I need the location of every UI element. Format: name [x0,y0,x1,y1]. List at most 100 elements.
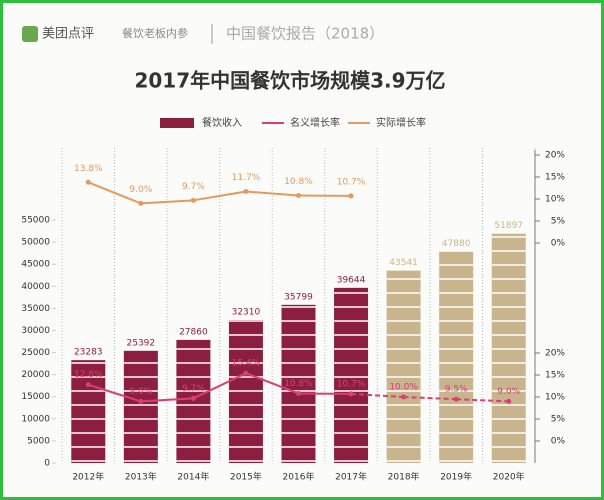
y2-tick-label: 0% [551,437,566,447]
bar-value-label: 51897 [494,221,523,231]
point [85,382,91,388]
point [243,189,249,195]
brand: 美团点评 [42,27,94,42]
bar-stripes [491,233,526,463]
point-label: 10.8% [284,177,313,187]
legend-label: 餐饮收入 [202,116,242,129]
y2-tick-label: 5% [551,415,566,425]
y-tick-label: 35000 [21,304,50,314]
line-segment [456,398,509,403]
point-label: 9.0% [129,185,152,195]
line-segment [140,199,194,205]
x-tick-label: 2019年 [440,471,472,483]
point [348,193,354,199]
point-label: 9.0% [497,387,520,397]
y2-tick-label: 10% [545,393,565,403]
x-tick-label: 2013年 [125,471,157,483]
y-tick-label: 20000 [21,370,50,380]
point [190,197,196,203]
point-label: 9.5% [445,385,468,395]
line-segment [350,392,404,398]
bar-stripes [71,360,106,463]
point-label: 10.8% [284,379,313,389]
y2-tick-label: 15% [545,173,565,183]
line-segment [193,190,247,202]
point [401,394,407,400]
bar-value-label: 27860 [179,327,208,337]
bar-stripes [281,304,316,463]
point-label: 15.4% [232,359,261,369]
point [506,398,512,404]
line-segment [403,396,457,401]
x-tick-label: 2016年 [283,471,315,483]
x-tick-label: 2012年 [72,471,104,483]
bar-value-label: 32310 [232,308,261,318]
x-tick-label: 2014年 [177,471,209,483]
y-tick-label: 30000 [21,326,50,336]
partner: 餐饮老板内参 [122,26,188,40]
line-segment [245,372,299,395]
point [243,370,249,376]
point [296,390,301,396]
x-tick-label: 2017年 [335,471,367,483]
chart-title: 2017年中国餐饮市场规模3.9万亿 [134,69,445,93]
line-segment [87,181,142,205]
y-tick-label: 45000 [21,260,50,270]
line-segment [140,397,194,403]
point [190,395,196,401]
y2-tick-label: 15% [545,371,565,381]
legend-label: 名义增长率 [290,116,340,129]
point [138,200,144,206]
point-label: 13.8% [74,164,103,174]
y-tick-label: 40000 [21,282,50,292]
bar-stripes [334,287,369,463]
y2-tick-label: 0% [551,239,566,249]
x-tick-label: 2020年 [493,471,525,483]
y-tick-label: 0 [44,459,50,469]
y-tick-label: 10000 [21,414,50,424]
bar-stripes [439,251,474,463]
bar-value-label: 23283 [74,348,103,358]
y-tick-label: 25000 [21,348,50,358]
point-label: 10.7% [337,379,366,389]
y-tick-label: 50000 [21,238,50,248]
bar-stripes [386,270,421,463]
point-label: 9.7% [182,384,205,394]
logo [22,26,38,42]
bar-value-label: 47880 [442,239,471,249]
y-tick-label: 5000 [27,436,50,446]
legend-label: 实际增长率 [376,116,426,129]
point-label: 10.7% [337,177,366,187]
y2-tick-label: 20% [545,349,565,359]
y2-tick-label: 20% [545,151,565,161]
y2-tick-label: 5% [551,217,566,227]
point-label: 11.7% [232,173,261,183]
point-label: 12.8% [74,370,103,380]
point-label: 9.0% [129,387,152,397]
line-segment [245,190,299,197]
line-segment [192,372,247,400]
legend-swatch [160,118,194,128]
point-label: 9.7% [182,182,205,192]
y-tick-label: 15000 [21,392,50,402]
point-label: 10.0% [389,383,418,393]
bar-value-label: 25392 [127,338,156,348]
bar-value-label: 39644 [337,275,366,285]
x-tick-label: 2018年 [388,471,420,483]
bar-value-label: 35799 [284,292,313,302]
bar-stripes [123,350,158,463]
y2-tick-label: 10% [545,195,565,205]
line-segment [87,383,142,403]
point [138,398,144,404]
point [85,179,91,185]
point [296,192,301,198]
point [348,391,354,397]
y-tick-label: 55000 [21,216,50,226]
bar-value-label: 43541 [389,258,418,268]
x-tick-label: 2015年 [230,471,262,483]
bar-stripes [228,320,263,463]
report: 中国餐饮报告（2018） [226,25,384,43]
point [453,396,459,402]
bar-stripes [176,339,211,463]
